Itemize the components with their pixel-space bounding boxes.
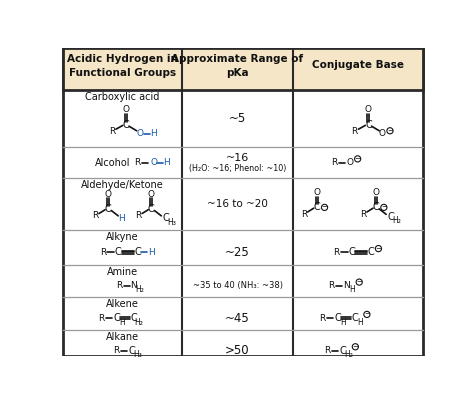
Text: C: C [163, 213, 169, 223]
Text: H: H [119, 318, 125, 327]
Text: O: O [365, 106, 372, 114]
Text: C: C [351, 313, 358, 323]
Text: ~16: ~16 [226, 153, 249, 163]
Text: ~25: ~25 [225, 246, 250, 259]
Text: C: C [134, 248, 141, 258]
Text: O: O [105, 190, 112, 199]
Text: R: R [116, 282, 122, 290]
Text: H: H [150, 129, 157, 138]
Text: R: R [109, 127, 115, 136]
Text: R: R [333, 248, 339, 257]
Text: −: − [321, 204, 328, 210]
Text: H: H [357, 318, 363, 327]
Text: R: R [319, 314, 325, 323]
Text: C: C [128, 346, 136, 356]
Text: −: − [387, 128, 393, 134]
Text: R: R [100, 248, 106, 257]
Text: Alcohol: Alcohol [95, 158, 130, 168]
Text: R: R [301, 210, 307, 219]
Text: R: R [92, 211, 98, 220]
Text: N: N [344, 282, 350, 290]
Text: H₃: H₃ [168, 218, 176, 226]
Text: H₂: H₂ [135, 285, 144, 294]
Text: pKa: pKa [226, 68, 249, 78]
Text: O: O [379, 129, 386, 138]
Text: H: H [164, 158, 170, 167]
Text: Aldehyde/Ketone: Aldehyde/Ketone [81, 180, 164, 190]
Text: Alkene: Alkene [106, 300, 139, 310]
Text: H: H [349, 285, 355, 294]
Text: R: R [113, 346, 120, 355]
Text: O: O [136, 129, 143, 138]
Text: H₂: H₂ [392, 216, 401, 225]
Text: H: H [148, 248, 155, 257]
Text: R: R [134, 158, 141, 167]
Text: ~45: ~45 [225, 312, 250, 325]
Text: C: C [373, 202, 380, 212]
Text: Alkyne: Alkyne [106, 232, 139, 242]
Text: −: − [352, 344, 358, 350]
Text: C: C [115, 248, 121, 258]
Text: −: − [381, 204, 387, 210]
Text: O: O [313, 188, 320, 197]
Text: H: H [340, 318, 346, 327]
Text: ~35 to 40 (NH₃: ~38): ~35 to 40 (NH₃: ~38) [192, 282, 283, 290]
Bar [63, 48, 423, 90]
Text: C: C [387, 212, 394, 222]
Text: C: C [334, 313, 341, 323]
Text: R: R [360, 210, 366, 219]
Text: C: C [365, 120, 372, 130]
Text: −: − [364, 312, 370, 318]
Text: Approximate Range of: Approximate Range of [172, 54, 304, 64]
Text: H₂: H₂ [344, 350, 353, 359]
Text: ~5: ~5 [229, 112, 246, 125]
Text: O: O [148, 190, 155, 199]
Text: C: C [148, 204, 155, 214]
Text: (H₂O: ~16; Phenol: ~10): (H₂O: ~16; Phenol: ~10) [189, 164, 286, 173]
Text: O: O [373, 188, 380, 197]
Text: Carboxylic acid: Carboxylic acid [85, 92, 160, 102]
Text: −: − [355, 156, 361, 162]
Text: C: C [113, 313, 120, 323]
Text: Functional Groups: Functional Groups [69, 68, 176, 78]
Text: Conjugate Base: Conjugate Base [312, 60, 404, 70]
Text: R: R [351, 127, 358, 136]
Text: −: − [356, 279, 362, 285]
Text: C: C [348, 248, 355, 258]
Text: H: H [118, 214, 125, 224]
Text: R: R [331, 158, 337, 167]
Text: C: C [340, 346, 346, 356]
Text: −: − [375, 246, 382, 252]
Text: Acidic Hydrogen in: Acidic Hydrogen in [67, 54, 178, 64]
Text: >50: >50 [225, 344, 250, 357]
Text: C: C [367, 248, 374, 258]
Text: O: O [346, 158, 354, 167]
Text: R: R [328, 282, 335, 290]
Text: O: O [122, 106, 129, 114]
Text: C: C [122, 120, 129, 130]
Text: R: R [325, 346, 331, 355]
Text: Alkane: Alkane [106, 332, 139, 342]
Text: N: N [130, 282, 137, 290]
Text: C: C [313, 202, 320, 212]
Text: O: O [150, 158, 157, 167]
Text: C: C [130, 313, 137, 323]
Text: R: R [135, 211, 141, 220]
Text: H₃: H₃ [133, 350, 142, 359]
Text: ~16 to ~20: ~16 to ~20 [207, 199, 268, 209]
Text: R: R [98, 314, 104, 323]
Text: Amine: Amine [107, 267, 138, 277]
Text: C: C [105, 204, 111, 214]
Text: H₂: H₂ [135, 318, 144, 327]
